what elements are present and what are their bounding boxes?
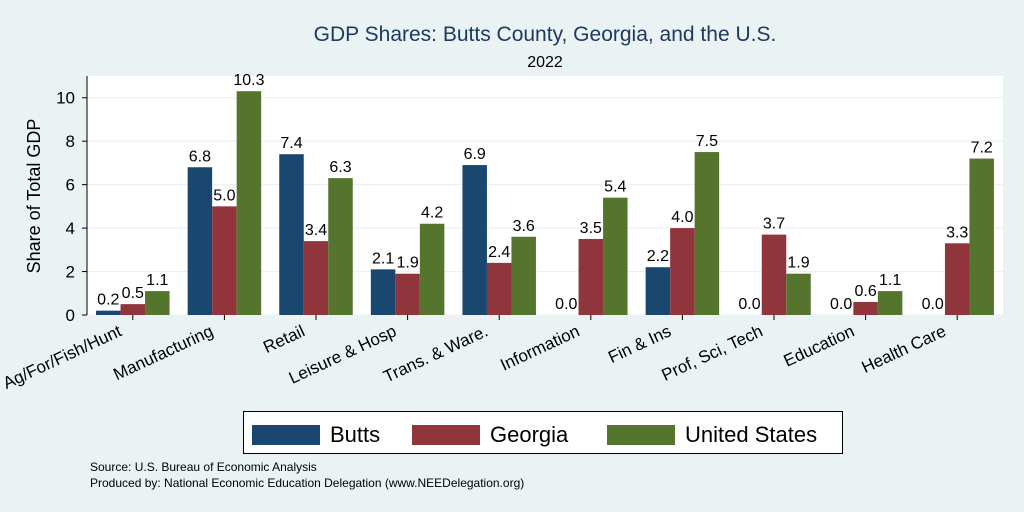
data-label-georgia-leisure-hosp: 1.9 <box>396 255 418 272</box>
bar-georgia-education <box>853 301 878 315</box>
bar-butts-trans-ware <box>462 165 487 315</box>
x-tick-label: Education <box>781 321 858 370</box>
y-tick-label: 6 <box>66 176 75 195</box>
chart-title: GDP Shares: Butts County, Georgia, and t… <box>314 23 777 46</box>
data-label-united-states-information: 5.4 <box>604 179 626 196</box>
data-label-georgia-trans-ware: 2.4 <box>488 244 510 261</box>
data-label-butts-prof-sci-tech: 0.0 <box>738 296 760 313</box>
y-tick-label: 4 <box>66 219 75 238</box>
data-label-georgia-information: 3.5 <box>580 220 602 237</box>
data-label-united-states-fin-ins: 7.5 <box>696 133 718 150</box>
legend-label-united-states: United States <box>685 422 818 447</box>
y-tick-label: 0 <box>66 306 75 325</box>
data-label-butts-retail: 7.4 <box>280 135 302 152</box>
y-tick-label: 2 <box>66 263 75 282</box>
x-tick-label: Trans. & Ware. <box>380 321 490 386</box>
data-label-butts-information: 0.0 <box>555 296 577 313</box>
legend-label-butts: Butts <box>330 422 381 447</box>
data-label-butts-ag-for-fish-hunt: 0.2 <box>97 292 119 309</box>
data-label-butts-leisure-hosp: 2.1 <box>372 250 394 267</box>
bar-georgia-leisure-hosp <box>395 273 420 315</box>
bar-georgia-retail <box>303 241 329 315</box>
bar-united-states-prof-sci-tech <box>786 273 811 315</box>
bars <box>96 91 994 315</box>
data-label-georgia-education: 0.6 <box>854 283 876 300</box>
y-axis-label: Share of Total GDP <box>24 119 44 274</box>
x-tick-label: Ag/For/Fish/Hunt <box>0 321 125 393</box>
bar-georgia-health-care <box>944 243 970 315</box>
x-tick-label: Prof, Sci, Tech <box>659 321 766 384</box>
data-label-georgia-fin-ins: 4.0 <box>671 209 693 226</box>
data-label-butts-health-care: 0.0 <box>922 296 944 313</box>
x-tick-label: Fin & Ins <box>605 321 674 367</box>
data-label-united-states-ag-for-fish-hunt: 1.1 <box>146 272 168 289</box>
data-label-united-states-leisure-hosp: 4.2 <box>421 205 443 222</box>
data-label-united-states-trans-ware: 3.6 <box>513 218 535 235</box>
data-labels: 0.2 0.51.16.85.010.37.43.46.32.1 1.94.26.9… <box>97 72 993 313</box>
data-label-georgia-health-care: 3.3 <box>946 224 968 241</box>
bar-butts-ag-for-fish-hunt <box>96 310 121 315</box>
legend-swatch-butts <box>252 425 320 445</box>
bar-united-states-trans-ware <box>511 236 536 315</box>
x-tick-label: Retail <box>260 321 307 357</box>
legend: Butts Georgia United States <box>243 411 843 454</box>
data-label-united-states-health-care: 7.2 <box>971 140 993 157</box>
data-label-georgia-prof-sci-tech: 3.7 <box>763 216 785 233</box>
bar-united-states-retail <box>328 178 353 315</box>
bar-georgia-fin-ins <box>670 228 695 315</box>
bar-united-states-education <box>877 291 903 315</box>
data-label-butts-fin-ins: 2.2 <box>647 248 669 265</box>
data-label-butts-manufacturing: 6.8 <box>189 148 211 165</box>
bar-georgia-manufacturing <box>212 206 237 315</box>
data-label-united-states-prof-sci-tech: 1.9 <box>787 255 809 272</box>
data-label-butts-trans-ware: 6.9 <box>464 146 486 163</box>
bar-butts-leisure-hosp <box>370 269 396 315</box>
data-label-united-states-manufacturing: 10.3 <box>233 72 264 89</box>
x-tick-label: Manufacturing <box>110 321 216 384</box>
bar-united-states-ag-for-fish-hunt <box>145 291 170 315</box>
legend-swatch-united-states <box>607 425 675 445</box>
bar-united-states-manufacturing <box>236 91 262 315</box>
legend-item-georgia: Georgia <box>412 422 568 448</box>
y-tick-label: 10 <box>56 89 75 108</box>
bar-butts-retail <box>279 154 304 315</box>
data-label-united-states-education: 1.1 <box>879 272 901 289</box>
chart-subtitle: 2022 <box>527 54 563 71</box>
y-tick-label: 8 <box>66 132 75 151</box>
legend-swatch-georgia <box>412 425 480 445</box>
x-tick-label: Information <box>497 321 582 374</box>
legend-item-butts: Butts <box>252 422 380 448</box>
legend-label-georgia: Georgia <box>490 422 569 447</box>
bar-georgia-ag-for-fish-hunt <box>120 304 146 315</box>
bar-united-states-information <box>603 197 628 315</box>
x-tick-label: Health Care <box>859 321 949 377</box>
source-note: Source: U.S. Bureau of Economic Analysis <box>90 460 317 474</box>
legend-item-united-states: United States <box>607 422 817 448</box>
bar-united-states-health-care <box>969 158 994 315</box>
bar-butts-fin-ins <box>645 267 671 315</box>
data-label-georgia-retail: 3.4 <box>305 222 327 239</box>
data-label-united-states-retail: 6.3 <box>329 159 351 176</box>
bar-georgia-prof-sci-tech <box>761 234 787 315</box>
produced-by-note: Produced by: National Economic Education… <box>90 476 525 490</box>
bar-georgia-information <box>578 238 604 315</box>
data-label-georgia-manufacturing: 5.0 <box>213 187 235 204</box>
data-label-georgia-ag-for-fish-hunt: 0.5 <box>122 285 144 302</box>
y-axis-ticks: 0 2 4 6 8 10 <box>56 89 87 325</box>
bar-butts-manufacturing <box>187 167 213 315</box>
bar-united-states-fin-ins <box>694 152 720 315</box>
bar-united-states-leisure-hosp <box>419 223 445 315</box>
bar-georgia-trans-ware <box>486 262 512 315</box>
data-label-butts-education: 0.0 <box>830 296 852 313</box>
